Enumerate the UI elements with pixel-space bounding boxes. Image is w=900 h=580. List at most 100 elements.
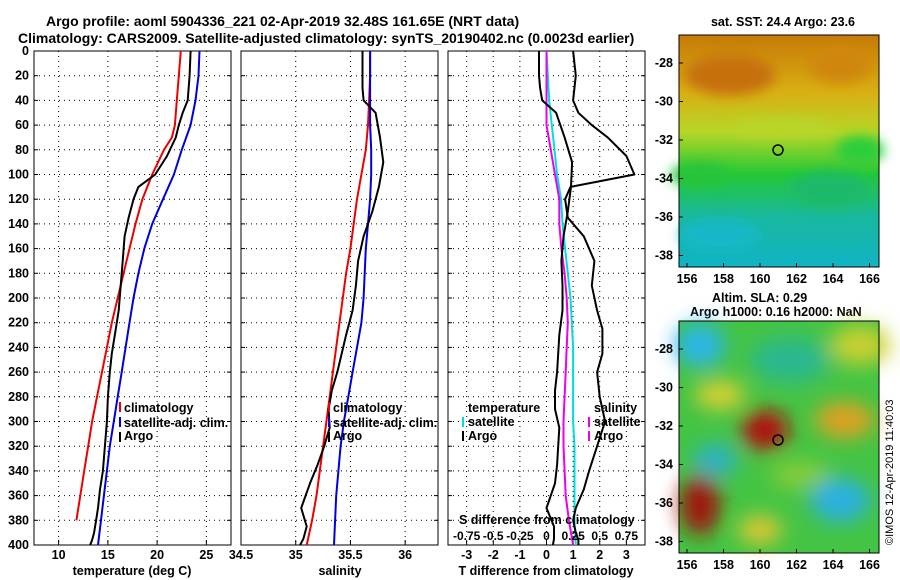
s-difference-tick-label: 0.25 [561,529,585,543]
map-lat-label: -28 [655,56,673,70]
x-tick-label: -1 [514,548,525,562]
map-lat-label: -38 [655,535,673,549]
legend-label-climatology: climatology [333,401,403,415]
series-line-argo [299,51,385,546]
x-tick-label: 36 [398,548,412,562]
map-lon-label: 164 [823,272,844,286]
legend-label-satellite: satellite-adj. clim. [124,416,228,430]
x-tick-label: 35 [289,548,303,562]
salinity-x-axis-label: salinity [318,564,361,578]
sst-map: sat. SST: 24.4 Argo: 23.6 -28 -30 -32 -34 -3… [655,15,884,286]
x-tick-label: 3 [623,548,630,562]
map-lat-label: -36 [655,496,673,510]
map-lon-label: 156 [677,558,698,572]
map-lon-label: 158 [713,558,734,572]
sla-map-frame [678,320,880,554]
map-lon-label: 160 [750,558,771,572]
series-line-temperature-satellite [545,50,577,546]
map-lon-label: 166 [859,558,880,572]
map-lon-label: 158 [713,272,734,286]
y-tick-label: 80 [15,143,29,157]
map-lon-label: 164 [823,558,844,572]
x-tick-label: 20 [150,548,164,562]
legend-heading-salinity: salinity [594,401,637,415]
x-tick-label: 35.5 [338,548,362,562]
y-tick-label: 260 [8,365,29,379]
y-tick-label: 280 [8,390,29,404]
sla-map-title-line-2: Argo h1000: 0.16 h2000: NaN [690,305,862,319]
s-difference-tick-label: 0.5 [591,529,608,543]
s-difference-tick-label: 0.75 [615,529,639,543]
credit-text: ©IMOS 12-Apr-2019 11:40:03 [884,400,896,545]
map-lon-label: 162 [786,272,807,286]
x-tick-label: 2 [596,548,603,562]
y-tick-label: 0 [22,44,29,58]
salinity-panel-frame [240,50,439,546]
legend-label-climatology: climatology [124,401,194,415]
sst-map-patches [670,47,884,250]
map-lat-label: -28 [655,342,673,356]
series-line-argo [89,50,192,546]
temperature-x-axis-label: temperature (deg C) [73,564,192,578]
x-tick-label: 1 [570,548,577,562]
difference-legend-temperature: temperature satellite Argo [462,401,540,443]
series-line-salinity-satellite [545,51,575,546]
figure-title-line-1: Argo profile: aoml 5904336_221 02-Apr-20… [46,13,519,29]
s-difference-tick-label: -0.5 [483,529,504,543]
y-tick-label: 60 [15,118,29,132]
legend-label-argo: Argo [124,429,154,443]
legend-label-temperature-satellite: satellite [468,415,515,429]
sla-map: Altim. SLA: 0.29 Argo h1000: 0.16 h2000:… [655,291,890,572]
y-tick-label: 120 [8,192,29,206]
series-line-climatology [305,51,372,546]
sla-map-patches [675,323,890,544]
difference-legend-salinity: salinity satellite Argo [588,401,641,443]
series-line-salinity-argo [538,51,574,546]
y-tick-label: 20 [15,69,29,83]
map-lon-label: 156 [677,272,698,286]
legend-label-satellite: satellite-adj. clim. [333,416,437,430]
sla-map-title-line-1: Altim. SLA: 0.29 [712,291,807,305]
sst-map-title: sat. SST: 24.4 Argo: 23.6 [711,15,855,29]
x-tick-label: 10 [52,548,66,562]
legend-label-salinity-argo: Argo [594,429,624,443]
x-tick-label: -2 [488,548,499,562]
t-difference-x-axis-label: T difference from climatology [458,564,633,578]
map-lat-label: -30 [655,95,673,109]
legend-label-argo: Argo [333,429,363,443]
map-lon-label: 162 [786,558,807,572]
y-tick-label: 220 [8,316,29,330]
s-difference-tick-label: 0 [543,529,550,543]
y-tick-label: 400 [8,538,29,552]
y-tick-label: 160 [8,242,29,256]
s-difference-axis-label: S difference from climatology [459,513,635,527]
map-lon-label: 160 [750,272,771,286]
map-lat-label: -34 [655,172,673,186]
y-tick-label: 40 [15,93,29,107]
x-tick-label: 0 [543,548,550,562]
y-tick-label: 340 [8,464,29,478]
y-tick-label: 320 [8,439,29,453]
y-tick-label: 140 [8,217,29,231]
series-line-satellite-adj-clim- [333,51,373,546]
map-lat-label: -32 [655,133,673,147]
map-lat-label: -32 [655,419,673,433]
y-tick-label: 200 [8,291,29,305]
x-tick-label: 25 [199,548,213,562]
map-lat-label: -36 [655,210,673,224]
temperature-legend: climatology satellite-adj. clim. Argo [119,401,228,443]
y-tick-label: 100 [8,168,29,182]
map-lat-label: -38 [655,249,673,263]
map-lat-label: -30 [655,381,673,395]
y-tick-label: 380 [8,513,29,527]
series-line-climatology [75,50,182,521]
sst-argo-marker [772,144,784,156]
s-difference-tick-label: -0.25 [506,529,534,543]
figure-title-line-2: Climatology: CARS2009. Satellite-adjuste… [18,30,634,46]
y-tick-label: 360 [8,489,29,503]
legend-label-temperature-argo: Argo [468,429,498,443]
y-tick-label: 180 [8,266,29,280]
legend-heading-temperature: temperature [468,401,540,415]
series-line-satellite-adj-clim- [97,50,201,546]
